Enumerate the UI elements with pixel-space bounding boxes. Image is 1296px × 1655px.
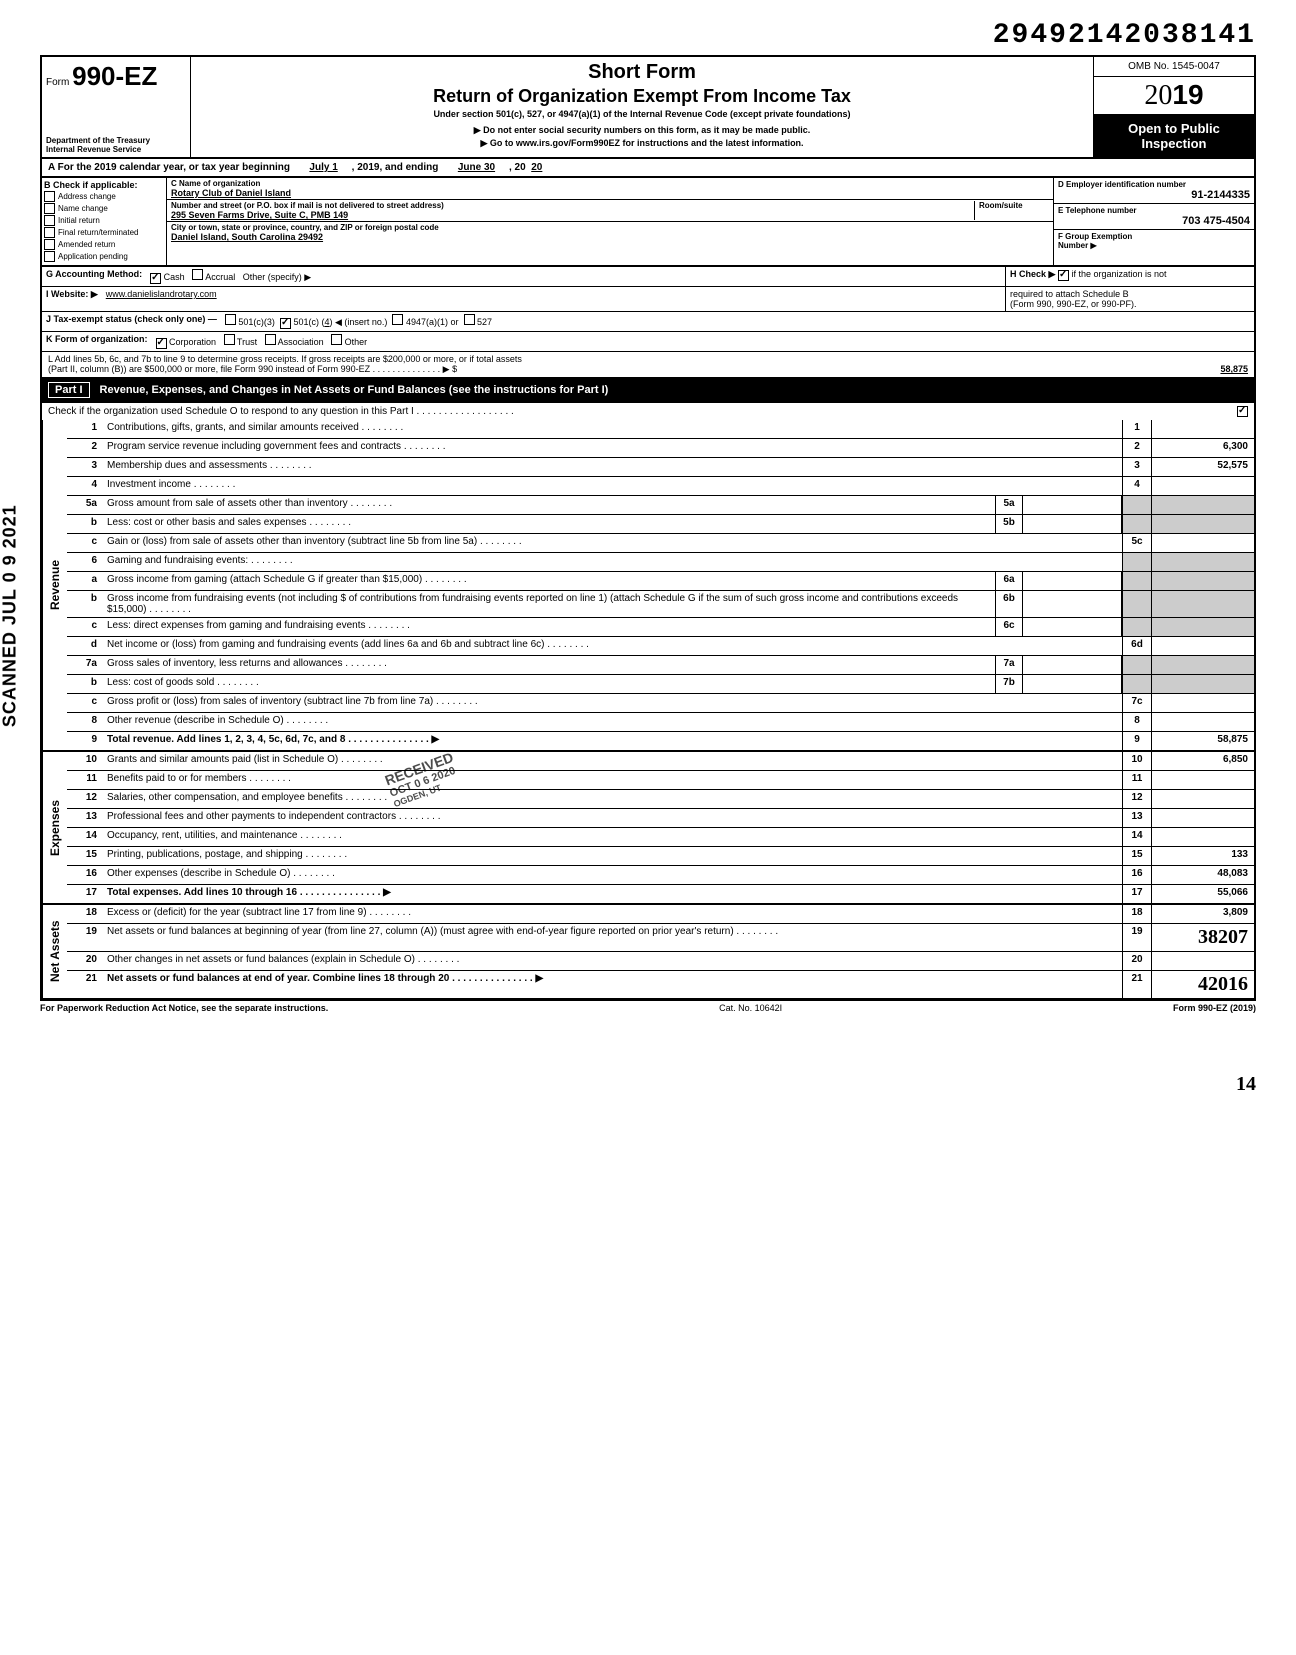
side-label: Expenses <box>42 752 67 903</box>
section-revenue: Revenue1Contributions, gifts, grants, an… <box>40 420 1256 752</box>
document-locator-number: 29492142038141 <box>40 20 1256 51</box>
line-4: 4Investment income . . . . . . . .4 <box>67 477 1254 496</box>
check-application-pending[interactable] <box>44 251 55 262</box>
form-prefix: Form <box>46 77 69 88</box>
street-address: 295 Seven Farms Drive, Suite C, PMB 149 <box>171 210 974 220</box>
line-b: bLess: cost or other basis and sales exp… <box>67 515 1254 534</box>
f-label: F Group Exemption <box>1058 232 1250 241</box>
form-footer: For Paperwork Reduction Act Notice, see … <box>40 1000 1256 1013</box>
line-5a: 5aGross amount from sale of assets other… <box>67 496 1254 515</box>
corp-checkbox[interactable] <box>156 338 167 349</box>
part-1-header: Part I Revenue, Expenses, and Changes in… <box>40 379 1256 403</box>
line-3: 3Membership dues and assessments . . . .… <box>67 458 1254 477</box>
check-initial-return[interactable] <box>44 215 55 226</box>
line-13: 13Professional fees and other payments t… <box>67 809 1254 828</box>
room-label: Room/suite <box>979 201 1049 210</box>
f-label2: Number ▶ <box>1058 241 1250 250</box>
check-name-change[interactable] <box>44 203 55 214</box>
i-label: I Website: ▶ <box>42 287 102 311</box>
line-2: 2Program service revenue including gover… <box>67 439 1254 458</box>
line-18: 18Excess or (deficit) for the year (subt… <box>67 905 1254 924</box>
entity-block: B Check if applicable: Address changeNam… <box>40 178 1256 267</box>
cash-checkbox[interactable] <box>150 273 161 284</box>
city-state-zip: Daniel Island, South Carolina 29492 <box>171 232 1049 242</box>
gross-receipts: 58,875 <box>1220 364 1248 375</box>
line-c: cGain or (loss) from sale of assets othe… <box>67 534 1254 553</box>
side-label: Revenue <box>42 420 67 750</box>
scanned-stamp: SCANNED JUL 0 9 2021 <box>0 504 21 727</box>
side-label: Net Assets <box>42 905 67 998</box>
check-final-return-terminated[interactable] <box>44 227 55 238</box>
line-d: dNet income or (loss) from gaming and fu… <box>67 637 1254 656</box>
k-label: K Form of organization: <box>42 332 152 351</box>
line-c: cGross profit or (loss) from sales of in… <box>67 694 1254 713</box>
527-checkbox[interactable] <box>464 314 475 325</box>
line-a: aGross income from gaming (attach Schedu… <box>67 572 1254 591</box>
line-10: 10Grants and similar amounts paid (list … <box>67 752 1254 771</box>
check-amended-return[interactable] <box>44 239 55 250</box>
website: www.danielislandrotary.com <box>106 289 217 299</box>
open-to-public: Open to Public Inspection <box>1094 115 1254 157</box>
goto-note: Go to www.irs.gov/Form990EZ for instruct… <box>199 138 1085 149</box>
form-header: Form 990-EZ Department of the Treasury I… <box>40 55 1256 159</box>
dept-irs: Internal Revenue Service <box>46 146 150 155</box>
ssn-note: Do not enter social security numbers on … <box>199 125 1085 136</box>
501c-checkbox[interactable] <box>280 318 291 329</box>
line-8: 8Other revenue (describe in Schedule O) … <box>67 713 1254 732</box>
rows-g-l: G Accounting Method: Cash Accrual Other … <box>40 267 1256 379</box>
form-number: 990-EZ <box>72 61 157 91</box>
line-17: 17Total expenses. Add lines 10 through 1… <box>67 885 1254 903</box>
assoc-checkbox[interactable] <box>265 334 276 345</box>
j-label: J Tax-exempt status (check only one) — <box>42 312 221 331</box>
line-9: 9Total revenue. Add lines 1, 2, 3, 4, 5c… <box>67 732 1254 750</box>
line-19: 19Net assets or fund balances at beginni… <box>67 924 1254 952</box>
line-6: 6Gaming and fundraising events: . . . . … <box>67 553 1254 572</box>
schedule-o-checkbox[interactable] <box>1237 406 1248 417</box>
line-1: 1Contributions, gifts, grants, and simil… <box>67 420 1254 439</box>
short-form-title: Short Form <box>199 61 1085 84</box>
part-1-sub: Check if the organization used Schedule … <box>40 403 1256 420</box>
page-number-handwritten: 14 <box>40 1073 1256 1096</box>
subtitle: Under section 501(c), 527, or 4947(a)(1)… <box>199 109 1085 119</box>
accrual-checkbox[interactable] <box>192 269 203 280</box>
line-12: 12Salaries, other compensation, and empl… <box>67 790 1254 809</box>
line-20: 20Other changes in net assets or fund ba… <box>67 952 1254 971</box>
g-label: G Accounting Method: <box>42 267 146 286</box>
d-label: D Employer identification number <box>1058 180 1250 189</box>
e-label: E Telephone number <box>1058 206 1250 215</box>
telephone: 703 475-4504 <box>1058 215 1250 227</box>
check-address-change[interactable] <box>44 191 55 202</box>
ein: 91-2144335 <box>1058 189 1250 201</box>
row-a-tax-year: A For the 2019 calendar year, or tax yea… <box>40 159 1256 178</box>
l-text-1: L Add lines 5b, 6c, and 7b to line 9 to … <box>48 354 1248 364</box>
line-21: 21Net assets or fund balances at end of … <box>67 971 1254 998</box>
line-15: 15Printing, publications, postage, and s… <box>67 847 1254 866</box>
section-net-assets: Net Assets18Excess or (deficit) for the … <box>40 905 1256 1000</box>
return-title: Return of Organization Exempt From Incom… <box>199 86 1085 107</box>
h-checkbox[interactable] <box>1058 270 1069 281</box>
org-name: Rotary Club of Daniel Island <box>171 188 1049 198</box>
4947-checkbox[interactable] <box>392 314 403 325</box>
addr-label: Number and street (or P.O. box if mail i… <box>171 201 974 210</box>
section-expenses: Expenses10Grants and similar amounts pai… <box>40 752 1256 905</box>
line-b: bGross income from fundraising events (n… <box>67 591 1254 618</box>
line-7a: 7aGross sales of inventory, less returns… <box>67 656 1254 675</box>
h-label: H Check ▶ <box>1010 269 1055 279</box>
line-14: 14Occupancy, rent, utilities, and mainte… <box>67 828 1254 847</box>
line-16: 16Other expenses (describe in Schedule O… <box>67 866 1254 885</box>
omb-number: OMB No. 1545-0047 <box>1094 57 1254 77</box>
city-label: City or town, state or province, country… <box>171 223 1049 232</box>
line-c: cLess: direct expenses from gaming and f… <box>67 618 1254 637</box>
501c3-checkbox[interactable] <box>225 314 236 325</box>
c-label: C Name of organization <box>171 179 1049 188</box>
trust-checkbox[interactable] <box>224 334 235 345</box>
tax-year: 2019 <box>1094 77 1254 115</box>
other-org-checkbox[interactable] <box>331 334 342 345</box>
col-b-checkboxes: B Check if applicable: Address changeNam… <box>42 178 167 265</box>
line-11: 11Benefits paid to or for members . . . … <box>67 771 1254 790</box>
line-b: bLess: cost of goods sold . . . . . . . … <box>67 675 1254 694</box>
